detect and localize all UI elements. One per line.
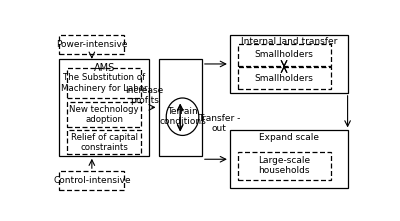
Text: New technology
adoption: New technology adoption xyxy=(70,105,139,124)
Text: Control-intensive: Control-intensive xyxy=(53,176,131,185)
Bar xyxy=(230,130,348,188)
Text: Smallholders: Smallholders xyxy=(255,74,314,83)
Text: Relief of capital
constraints: Relief of capital constraints xyxy=(71,133,138,152)
Text: Transfer -
out: Transfer - out xyxy=(198,114,240,133)
Bar xyxy=(67,130,142,154)
Bar xyxy=(67,102,142,127)
Text: Increase
profits: Increase profits xyxy=(126,86,164,105)
Text: Large-scale
households: Large-scale households xyxy=(258,156,310,175)
Text: The Substitution of
Machinery for Labor: The Substitution of Machinery for Labor xyxy=(61,73,148,93)
Bar xyxy=(59,59,149,156)
Bar xyxy=(238,44,330,66)
Text: Expand scale: Expand scale xyxy=(259,133,319,142)
Text: Smallholders: Smallholders xyxy=(255,50,314,59)
Bar xyxy=(238,152,330,180)
Ellipse shape xyxy=(166,98,199,135)
Text: AMS: AMS xyxy=(94,63,115,73)
Bar xyxy=(158,59,202,156)
Bar xyxy=(238,67,330,90)
Bar xyxy=(59,171,124,190)
Bar xyxy=(67,68,142,98)
Text: Internal land transfer: Internal land transfer xyxy=(240,37,337,46)
Text: Terrain
conditions: Terrain conditions xyxy=(159,107,206,126)
Bar xyxy=(230,35,348,93)
Text: Power-intensive: Power-intensive xyxy=(56,40,128,49)
Bar xyxy=(59,35,124,54)
